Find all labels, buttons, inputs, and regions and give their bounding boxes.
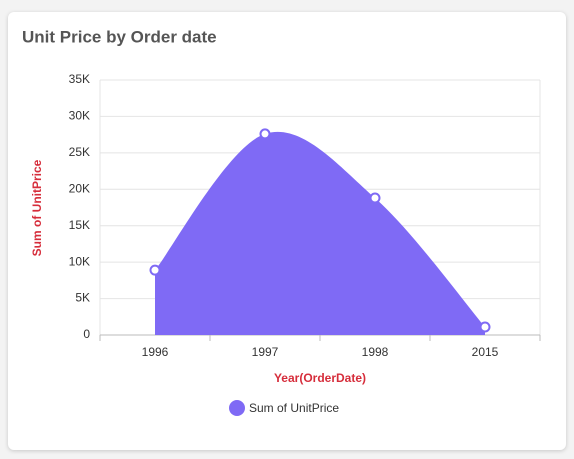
y-tick-label: 30K <box>69 109 90 123</box>
y-tick-label: 20K <box>69 181 90 195</box>
point-marker <box>259 128 271 140</box>
point-marker <box>479 321 491 333</box>
y-tick-label: 10K <box>69 254 90 268</box>
legend-marker <box>229 400 245 416</box>
y-tick-label: 15K <box>69 218 90 232</box>
x-tick-label: 1997 <box>252 345 279 359</box>
legend-label: Sum of UnitPrice <box>249 401 339 415</box>
y-axis-label: Sum of UnitPrice <box>30 159 44 256</box>
y-tick-label: 5K <box>75 291 90 305</box>
x-tick-label: 2015 <box>472 345 499 359</box>
chart-title: Unit Price by Order date <box>22 27 217 46</box>
y-tick-label: 25K <box>69 145 90 159</box>
point-marker <box>369 192 381 204</box>
y-tick-label: 0 <box>83 327 90 341</box>
point-marker <box>149 264 161 276</box>
x-tick-label: 1996 <box>142 345 169 359</box>
x-axis-label: Year(OrderDate) <box>274 371 366 385</box>
area <box>155 131 485 335</box>
y-tick-label: 35K <box>69 72 90 86</box>
x-tick-label: 1998 <box>362 345 389 359</box>
